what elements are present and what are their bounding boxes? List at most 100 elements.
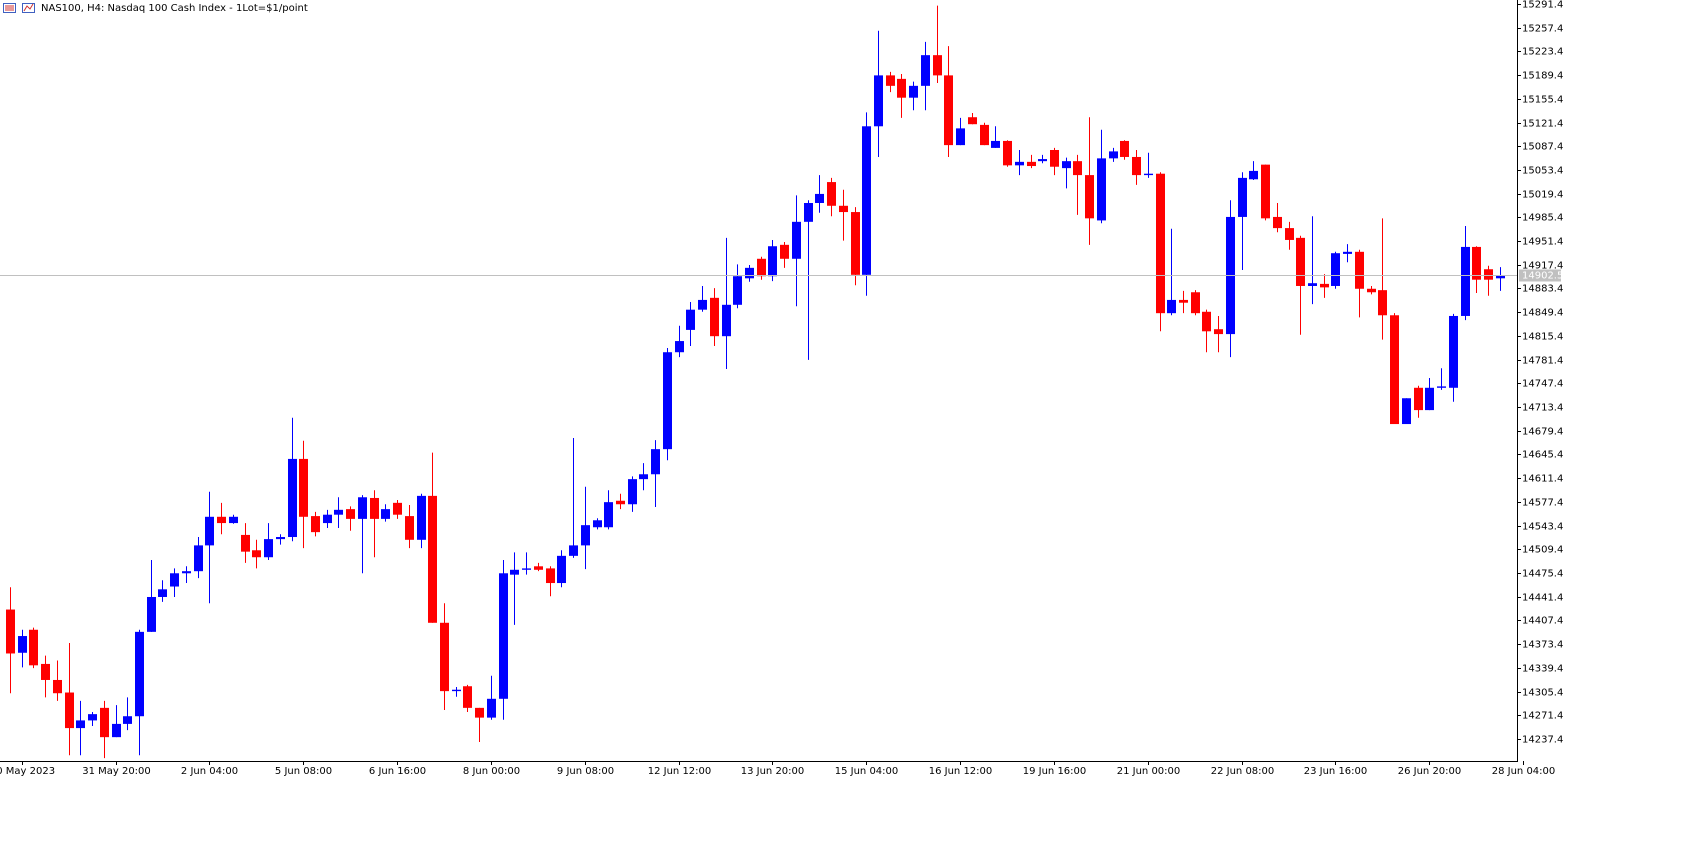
- candle-body: [675, 341, 684, 353]
- candle-body: [241, 534, 250, 552]
- x-tick-label: 22 Jun 08:00: [1211, 766, 1275, 777]
- candle-body: [745, 267, 754, 279]
- candle-body: [862, 126, 871, 275]
- candle-body: [1027, 161, 1036, 167]
- current-price-box: [1519, 269, 1561, 282]
- candle-body: [1214, 329, 1223, 335]
- candle-body: [1343, 251, 1352, 254]
- candle-body: [135, 631, 144, 717]
- y-tick-label: 15087.4: [1522, 142, 1563, 153]
- y-tick-label: 15019.4: [1522, 190, 1563, 201]
- x-tick-label: 9 Jun 08:00: [557, 766, 614, 777]
- candle-body: [1296, 237, 1305, 286]
- candle-body: [874, 75, 883, 127]
- candle-body: [1390, 315, 1399, 425]
- x-tick-label: 12 Jun 12:00: [648, 766, 712, 777]
- candle-body: [29, 629, 38, 666]
- candle-body: [229, 516, 238, 524]
- candle-body: [1402, 398, 1411, 425]
- y-tick-label: 14849.4: [1522, 308, 1563, 319]
- y-tick-label: 15053.4: [1522, 166, 1563, 177]
- candle-body: [1120, 140, 1129, 157]
- candle-body: [252, 550, 261, 558]
- candle-body: [65, 692, 74, 729]
- y-tick-label: 14305.4: [1522, 688, 1563, 699]
- candle-body: [1073, 161, 1082, 176]
- candle-body: [1132, 156, 1141, 176]
- candle-body: [1156, 173, 1165, 314]
- candle-body: [1050, 149, 1059, 167]
- x-tick-label: 31 May 20:00: [82, 766, 151, 777]
- candle-body: [1249, 170, 1258, 180]
- y-tick-label: 14951.4: [1522, 237, 1563, 248]
- y-tick-label: 15223.4: [1522, 47, 1563, 58]
- candle-body: [1461, 246, 1470, 316]
- candle-body: [909, 85, 918, 98]
- candle-body: [1425, 387, 1434, 411]
- candle-body: [733, 276, 742, 305]
- candle-body: [944, 75, 953, 146]
- y-tick-label: 14407.4: [1522, 616, 1563, 627]
- candle-body: [147, 596, 156, 632]
- candle-body: [593, 520, 602, 528]
- candle-body: [933, 55, 942, 76]
- candle-body: [381, 509, 390, 519]
- candle-body: [581, 525, 590, 546]
- candle-body: [18, 636, 27, 653]
- y-tick-label: 14475.4: [1522, 569, 1563, 580]
- chart-title: NAS100, H4: Nasdaq 100 Cash Index - 1Lot…: [41, 3, 308, 14]
- candle-body: [569, 545, 578, 556]
- candle-body: [288, 458, 297, 538]
- candle-body: [1355, 251, 1364, 289]
- candle-body: [370, 497, 379, 519]
- y-tick-label: 15121.4: [1522, 119, 1563, 130]
- candle-body: [1191, 292, 1200, 314]
- x-tick-label: 21 Jun 00:00: [1117, 766, 1181, 777]
- candle-body: [639, 474, 648, 480]
- y-tick-label: 14747.4: [1522, 379, 1563, 390]
- candle-body: [768, 246, 777, 277]
- y-tick-label: 14543.4: [1522, 522, 1563, 533]
- candle-body: [1331, 253, 1340, 286]
- candle-body: [299, 458, 308, 517]
- y-tick-label: 14577.4: [1522, 498, 1563, 509]
- candle-body: [522, 568, 531, 570]
- y-tick-label: 15257.4: [1522, 24, 1563, 35]
- y-tick-label: 14815.4: [1522, 332, 1563, 343]
- candle-body: [358, 497, 367, 519]
- candle-body: [780, 244, 789, 259]
- candle-body: [53, 679, 62, 694]
- candle-body: [710, 297, 719, 337]
- candle-body: [839, 205, 848, 213]
- x-tick-label: 5 Jun 08:00: [275, 766, 332, 777]
- x-tick-label: 15 Jun 04:00: [835, 766, 899, 777]
- candle-body: [1085, 175, 1094, 219]
- candle-body: [1038, 159, 1047, 162]
- plot-area: [6, 5, 1505, 759]
- y-tick-label: 14985.4: [1522, 213, 1563, 224]
- candle-body: [463, 686, 472, 708]
- candle-body: [1273, 216, 1282, 229]
- candle-body: [1472, 246, 1481, 280]
- candle-body: [264, 539, 273, 558]
- candle-body: [158, 589, 167, 597]
- candle-body: [6, 609, 15, 654]
- candle-body: [510, 569, 519, 575]
- x-tick-label: 19 Jun 16:00: [1023, 766, 1087, 777]
- candle-body: [452, 689, 461, 692]
- y-tick-label: 14883.4: [1522, 284, 1563, 295]
- candle-body: [722, 304, 731, 337]
- candle-body: [792, 221, 801, 259]
- candle-body: [88, 714, 97, 721]
- candle-body: [475, 707, 484, 718]
- x-tick-label: 28 Jun 04:00: [1492, 766, 1556, 777]
- candle-body: [205, 516, 214, 546]
- candle-body: [405, 516, 414, 540]
- candle-body: [1437, 386, 1446, 388]
- x-tick-label: 26 Jun 20:00: [1398, 766, 1462, 777]
- candle-body: [1261, 164, 1270, 219]
- candle-body: [1144, 173, 1153, 176]
- candle-body: [334, 509, 343, 515]
- y-tick-label: 14781.4: [1522, 356, 1563, 367]
- candle-body: [487, 698, 496, 718]
